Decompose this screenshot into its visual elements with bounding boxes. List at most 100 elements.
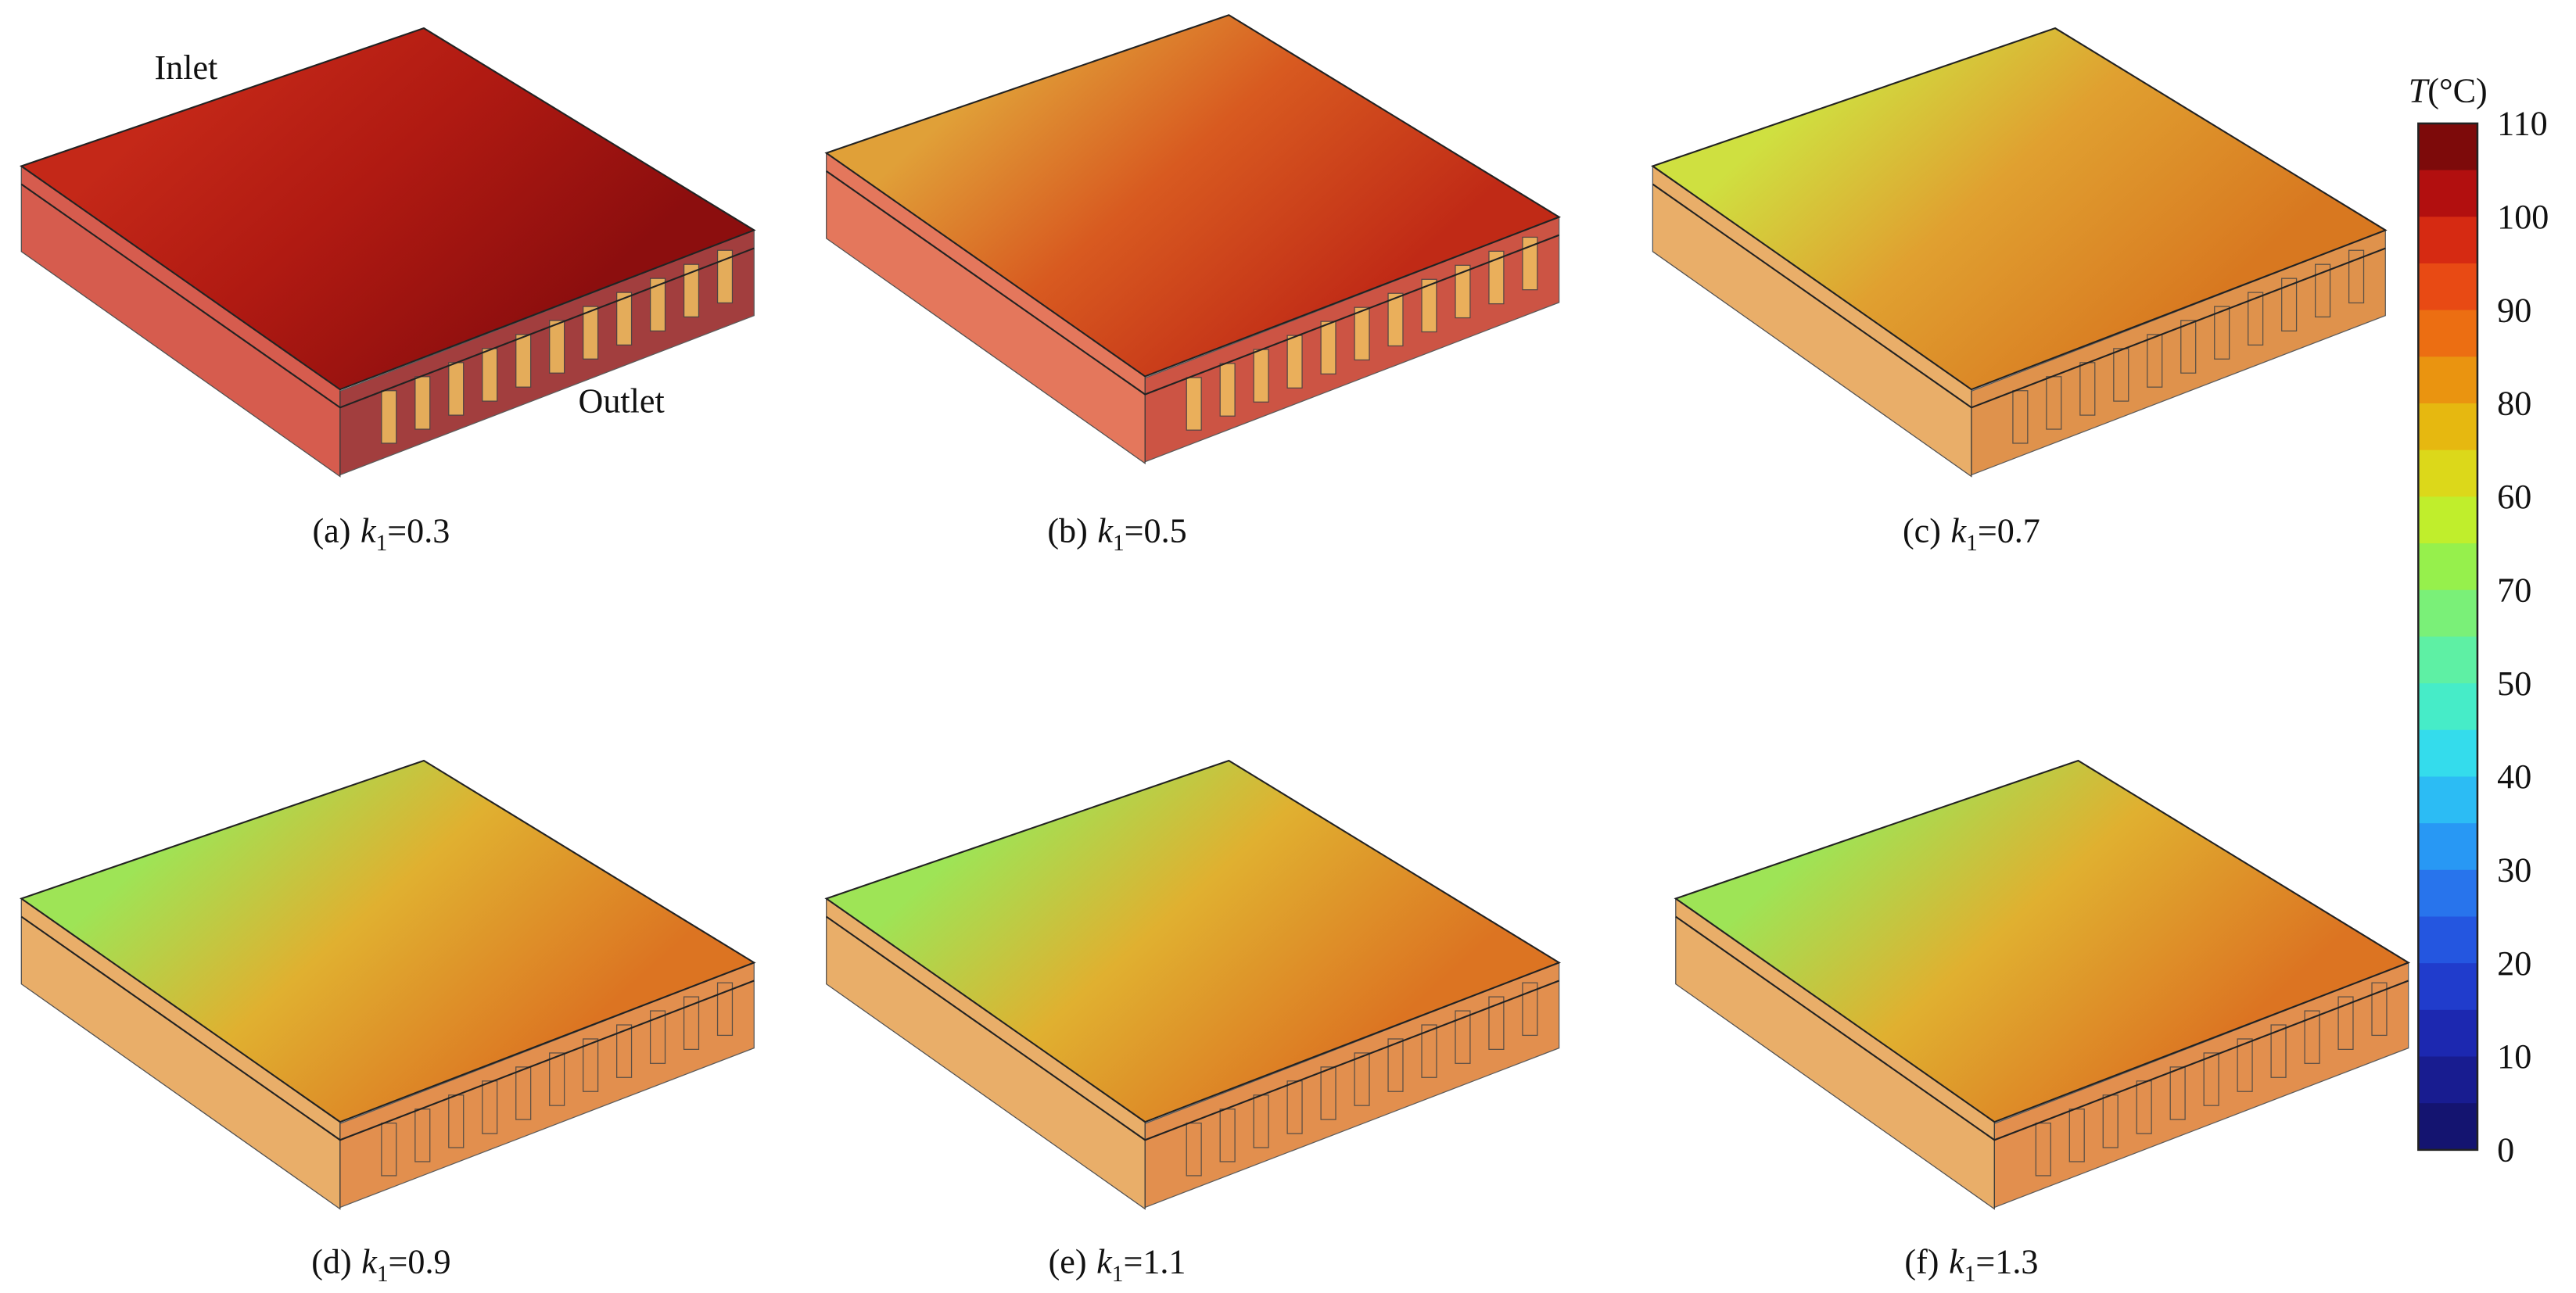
colorbar-band [2418, 823, 2477, 871]
channel [683, 263, 700, 318]
channel [583, 306, 599, 360]
colorbar-band [2418, 589, 2477, 638]
colorbar-band [2418, 636, 2477, 685]
channel [649, 278, 666, 331]
channel [1354, 306, 1370, 361]
channel [1286, 335, 1303, 389]
channel [683, 996, 700, 1050]
channel [2136, 1080, 2152, 1134]
caption-part: (d) [311, 1242, 351, 1280]
channel [2012, 390, 2029, 444]
caption-part: 1 [377, 1262, 389, 1287]
channel [482, 348, 498, 402]
channel [649, 1010, 666, 1064]
inlet-label: Inlet [154, 48, 217, 87]
plate [824, 14, 1561, 464]
channel [2113, 348, 2129, 402]
channel [1354, 1052, 1370, 1106]
channel [2147, 334, 2163, 388]
plate [20, 759, 756, 1210]
plate-edge [1652, 183, 2386, 409]
colorbar-band [2418, 310, 2477, 358]
channel [1186, 377, 1202, 431]
channel [716, 249, 734, 304]
caption-part: 1 [1113, 531, 1125, 556]
caption-part: (f) [1904, 1242, 1939, 1280]
caption-part: k [1097, 512, 1114, 550]
caption-part: (a) [312, 512, 350, 550]
channel [1253, 349, 1269, 403]
plate-top-face [20, 27, 756, 391]
caption-part: 1 [1966, 531, 1978, 556]
colorbar-band [2418, 683, 2477, 731]
panel-caption: (c) k1=0.7 [1903, 512, 2040, 557]
plate [1651, 27, 2388, 478]
caption-part: k [1096, 1242, 1113, 1280]
plate-top-face [824, 14, 1561, 378]
colorbar-frame [2417, 122, 2479, 1152]
channel [2348, 249, 2365, 304]
channel [716, 982, 734, 1037]
colorbar-band [2418, 1056, 2477, 1105]
channel [1455, 264, 1471, 319]
colorbar-band [2418, 263, 2477, 311]
caption-part: k [361, 512, 377, 550]
colorbar-title-unit: (°C) [2427, 72, 2487, 110]
caption-part: 1 [1112, 1262, 1124, 1287]
channel [1219, 363, 1236, 417]
plate-edge [1675, 915, 2409, 1141]
channel [549, 1052, 565, 1106]
colorbar-label: 30 [2497, 851, 2531, 890]
channel [515, 1066, 532, 1120]
caption-part: 1 [376, 531, 388, 556]
channel [2315, 263, 2331, 318]
channel [2169, 1066, 2186, 1120]
colorbar-label: 100 [2497, 198, 2549, 236]
colorbar-band [2418, 869, 2477, 918]
channel [2237, 1038, 2253, 1092]
channel [1320, 1066, 1336, 1120]
channel [482, 1080, 498, 1134]
colorbar-band [2418, 123, 2477, 171]
channel [2248, 292, 2264, 346]
channel [448, 362, 465, 416]
channel [2371, 982, 2388, 1037]
colorbar-label: 110 [2497, 105, 2548, 143]
plate-top-face [1674, 759, 2411, 1123]
channel [1488, 250, 1505, 305]
channel [2180, 320, 2197, 374]
channel [1455, 1010, 1471, 1064]
colorbar-band [2418, 1009, 2477, 1058]
channel [2281, 278, 2298, 331]
colorbar-band [2418, 916, 2477, 965]
outlet-label: Outlet [578, 382, 664, 421]
colorbar-band [2418, 543, 2477, 591]
plate-top-face [824, 759, 1561, 1123]
colorbar-title: T(°C) [2409, 72, 2488, 110]
caption-part: =1.1 [1123, 1242, 1186, 1280]
colorbar-label: 0 [2497, 1131, 2514, 1169]
channel [2035, 1123, 2051, 1177]
colorbar-label: 40 [2497, 758, 2531, 796]
channel [381, 1123, 397, 1177]
caption-part: =0.7 [1978, 512, 2040, 550]
channel [414, 376, 431, 430]
channel [1421, 278, 1437, 333]
caption-part: =1.3 [1975, 1242, 2038, 1280]
channel [1522, 236, 1538, 291]
colorbar-band [2418, 496, 2477, 545]
colorbar-band [2418, 729, 2477, 778]
panel-caption: (d) k1=0.9 [311, 1242, 450, 1287]
panel-caption: (f) k1=1.3 [1904, 1242, 2038, 1287]
caption-part: k [361, 1242, 378, 1280]
plate-top-face [20, 759, 756, 1123]
caption-part: (b) [1047, 512, 1087, 550]
caption-part: =0.3 [387, 512, 450, 550]
panel-caption: (a) k1=0.3 [312, 512, 450, 557]
colorbar-label: 10 [2497, 1037, 2531, 1076]
colorbar-label: 90 [2497, 291, 2531, 329]
plate-edge [826, 915, 1560, 1141]
channel [583, 1038, 599, 1092]
colorbar-title-symbol: T [2409, 72, 2431, 110]
channel [1387, 292, 1404, 347]
